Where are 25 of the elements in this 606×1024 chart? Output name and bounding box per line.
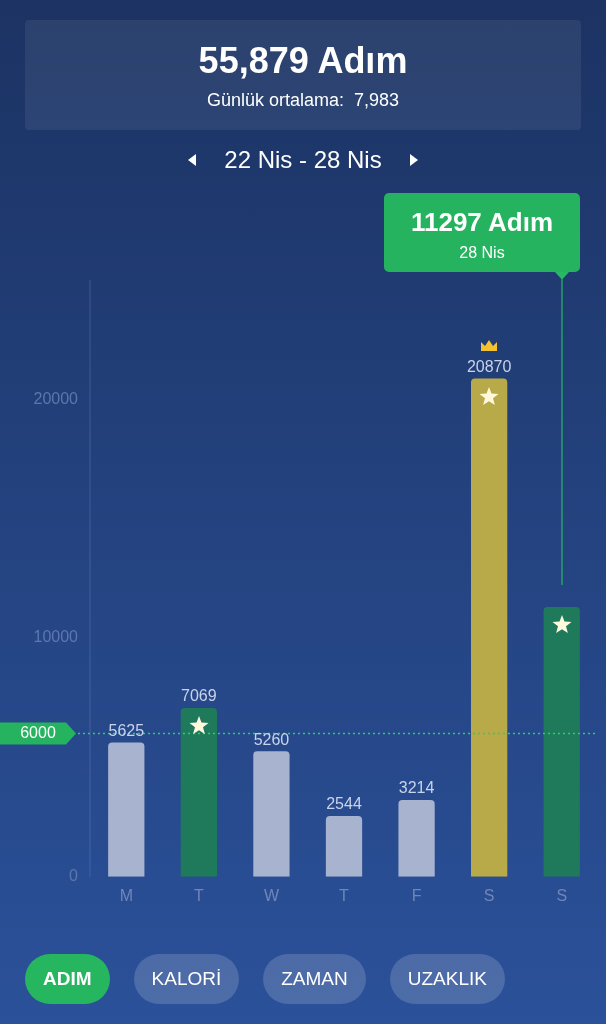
chart-title: 55,879 Adım <box>197 40 409 82</box>
text: 22 Nis - 28 Nis <box>224 146 382 174</box>
text: 28 Nis <box>458 244 506 262</box>
x-tick-label: T <box>193 886 204 904</box>
text: 11297 Adım <box>409 207 555 238</box>
text: KALORİ <box>133 954 240 1004</box>
data-label: 5625 <box>108 721 145 739</box>
ref-line-label: 6000 <box>20 723 56 741</box>
x-tick-label: M <box>119 886 133 904</box>
data-label: 7069 <box>181 687 217 705</box>
text: UZAKLIK <box>389 954 505 1004</box>
data-label: 2544 <box>326 795 362 813</box>
x-tick-label: F <box>411 886 422 904</box>
data-label: 20870 <box>466 358 512 375</box>
chart-subtitle: Günlük ortalama: 7,983 <box>205 90 401 111</box>
data-label: 5260 <box>253 730 290 748</box>
text: ADIM <box>25 954 110 1004</box>
text: ZAMAN <box>263 954 366 1004</box>
x-tick-label: W <box>263 886 280 904</box>
x-tick-label: S <box>483 886 495 904</box>
data-label: 3214 <box>398 779 435 797</box>
y-tick-label: 20000 <box>33 389 79 407</box>
y-tick-label: 10000 <box>33 628 79 646</box>
x-tick-label: T <box>339 886 350 904</box>
x-tick-label: S <box>556 886 568 904</box>
